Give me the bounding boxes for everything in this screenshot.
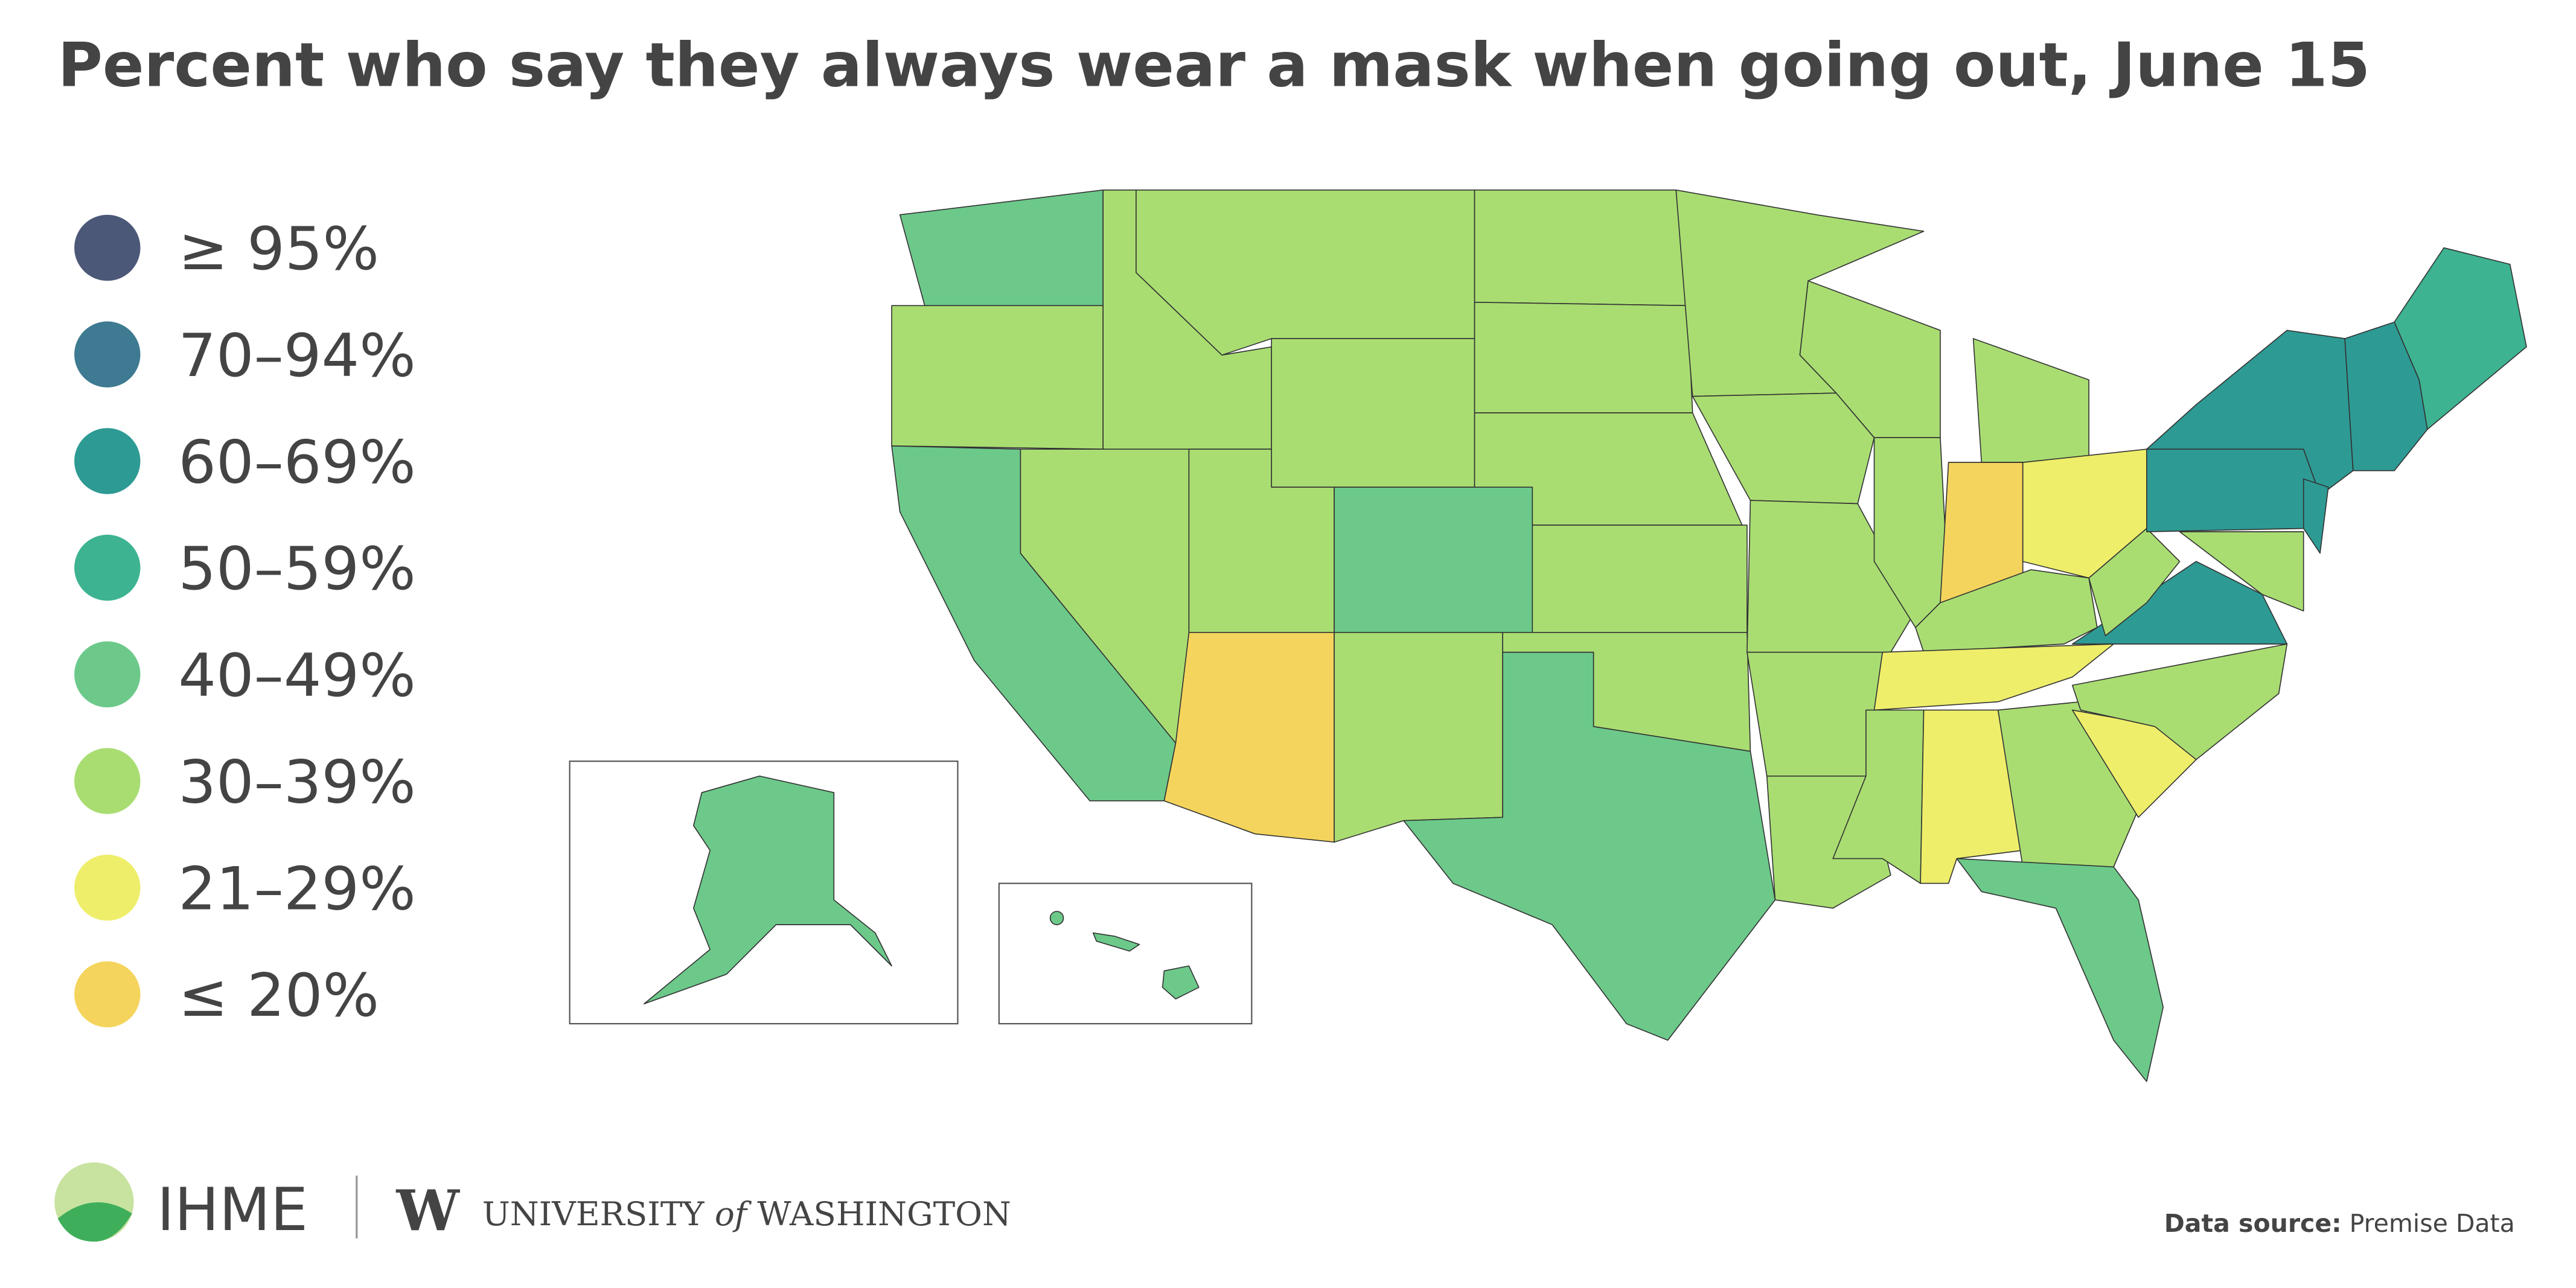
state: [1972, 338, 2089, 463]
alaska-inset: [569, 760, 959, 1025]
state: [1162, 965, 1200, 999]
ihme-text: IHME: [157, 1176, 308, 1245]
legend-label: 50–59%: [178, 535, 415, 604]
state: [899, 189, 1104, 307]
state: [1474, 301, 1693, 413]
legend-swatch: [74, 961, 141, 1028]
legend-swatch: [74, 641, 141, 708]
uw-text-1: UNIVERSITY: [482, 1194, 705, 1233]
legend-label: ≥ 95%: [178, 215, 379, 284]
state: [2303, 478, 2329, 554]
source: Premise Data: [2350, 1209, 2515, 1238]
hawaii-inset: [998, 882, 1253, 1025]
legend-swatch: [74, 855, 141, 921]
title: Percent who say they always wear a mask …: [58, 29, 2370, 100]
state: [643, 775, 892, 1005]
legend-swatch: [74, 428, 141, 494]
legend-label: 21–29%: [178, 855, 415, 923]
legend-swatch: [74, 321, 141, 387]
legend-label: ≤ 20%: [178, 961, 379, 1030]
state: [1532, 524, 1748, 633]
ihme-logo-leaf: [57, 1202, 132, 1242]
legend-swatch: [74, 748, 141, 814]
legend-label: 70–94%: [178, 322, 415, 391]
state: [1956, 858, 2164, 1082]
state: [1049, 911, 1064, 925]
state: [1403, 651, 1776, 1041]
state: [891, 305, 1104, 450]
legend: ≥ 95% 70–94% 60–69% 50–59% 40–49% 30–39% 21–29…: [74, 214, 416, 1030]
data-source: Data source: Premise Data: [2164, 1209, 2515, 1238]
state: [1092, 932, 1140, 952]
state: [1474, 189, 1689, 307]
state: [2394, 247, 2527, 430]
state: [2146, 448, 2321, 532]
uw-text: UNIVERSITY of WASHINGTON: [482, 1194, 1011, 1233]
source-label: Data source:: [2164, 1209, 2342, 1238]
legend-swatch: [74, 214, 141, 281]
uw-mark: W: [395, 1178, 460, 1243]
state: [1163, 632, 1335, 843]
state: [2179, 531, 2304, 612]
legend-label: 30–39%: [178, 748, 415, 817]
state: [1334, 632, 1503, 843]
uw-text-3: WASHINGTON: [757, 1194, 1011, 1233]
us-map: [569, 189, 2527, 1082]
state: [1873, 643, 2114, 711]
state: [1997, 701, 2139, 868]
state: [2088, 528, 2181, 637]
legend-swatch: [74, 534, 141, 601]
legend-label: 60–69%: [178, 428, 415, 497]
state: [1692, 392, 1875, 505]
state: [1334, 486, 1533, 633]
state: [1271, 338, 1475, 488]
uw-text-2: of: [715, 1194, 752, 1233]
legend-label: 40–49%: [178, 642, 415, 710]
state: [1747, 500, 1916, 653]
footer: IHME W UNIVERSITY of WASHINGTON Data sou…: [54, 1162, 2515, 1245]
